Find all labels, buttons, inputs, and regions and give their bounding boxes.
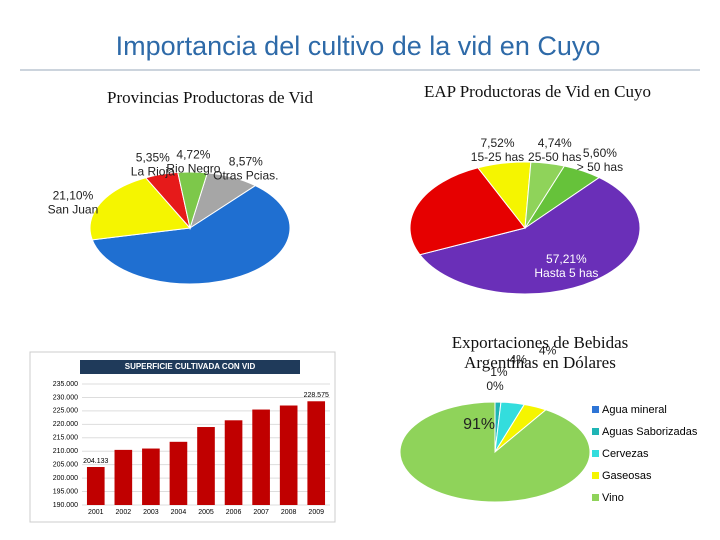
bar [252,409,270,505]
pie-title: EAP Productoras de Vid en Cuyo [423,82,652,101]
category-label: > 50 has [577,160,623,174]
y-tick-label: 190.000 [53,502,78,509]
x-tick-label: 2007 [253,509,269,516]
data-label: 4% [539,343,557,357]
pie-slice [418,176,641,295]
y-tick-label: 215.000 [53,435,78,442]
category-label: San Juan [48,203,99,217]
legend-swatch [592,472,599,479]
data-label: 204.133 [83,458,108,465]
pie-slice [89,177,192,241]
x-tick-label: 2004 [171,509,187,516]
data-label: 228.575 [304,392,329,399]
x-tick-label: 2003 [143,509,159,516]
legend-swatch [592,406,599,413]
category-label: Hasta 5 has [534,266,598,280]
y-tick-label: 235.000 [53,381,78,388]
category-label: 25-50 has [528,150,581,164]
data-label: 7,52% [480,136,514,150]
y-tick-label: 225.000 [53,408,78,415]
legend-swatch [592,450,599,457]
data-label: 57,21% [546,252,587,266]
data-label: 4,74% [538,136,572,150]
legend-label: Gaseosas [602,470,652,482]
legend-label: Cervezas [602,448,649,460]
bar [142,448,160,505]
x-tick-label: 2002 [116,509,132,516]
bar [279,405,298,505]
legend-label: Vino [602,492,624,504]
data-label: 91% [463,416,495,433]
legend-swatch [592,494,599,501]
category-label: Otras Pcias. [213,168,278,182]
slide-title: Importancia del cultivo de la vid en Cuy… [116,31,601,61]
legend-label: Agua mineral [602,404,667,416]
y-tick-label: 200.000 [53,475,78,482]
legend-swatch [592,428,599,435]
pie-title: Provincias Productoras de Vid [107,88,313,107]
data-label: 4% [509,352,527,366]
x-tick-label: 2001 [88,509,104,516]
pie-slice [399,401,591,503]
legend-label: Aguas Saborizadas [602,426,698,438]
pie-title: Exportaciones de Bebidas Argentinas en D… [451,333,629,372]
data-label: 8,57% [229,154,263,168]
y-tick-label: 220.000 [53,421,78,428]
x-tick-label: 2009 [308,509,324,516]
x-tick-label: 2005 [198,509,214,516]
data-label: 21,10% [53,189,94,203]
pie-slice [524,161,566,229]
bar [197,427,215,505]
pie-slice [177,171,209,230]
category-label: Rio Negro [166,161,220,175]
data-label: 5,35% [136,150,170,164]
pie-slice [91,185,291,285]
x-tick-label: 2006 [226,509,242,516]
data-label: 4,72% [176,147,210,161]
bar-title: SUPERFICIE CULTIVADA CON VID [125,362,256,371]
category-label: 15-25 has [471,150,524,164]
data-label: 0% [486,379,504,393]
y-tick-label: 230.000 [53,394,78,401]
bar [86,466,105,505]
bar [114,449,133,505]
data-label: 1% [490,365,508,379]
pie-slice [409,167,526,256]
bar [224,420,243,505]
bar [307,401,326,505]
bar [169,441,188,505]
bar-header [80,360,300,374]
data-label: 5,60% [583,146,617,160]
category-label: La Rioja [131,164,175,178]
y-tick-label: 195.000 [53,488,78,495]
y-tick-label: 205.000 [53,462,78,469]
y-tick-label: 210.000 [53,448,78,455]
x-tick-label: 2008 [281,509,297,516]
